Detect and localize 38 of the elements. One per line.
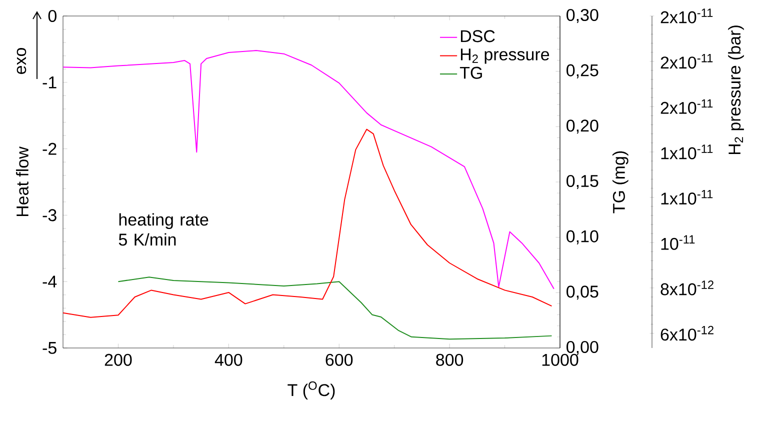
x-tick-label: 800 bbox=[436, 354, 464, 366]
y-tick-label: -5 bbox=[42, 342, 56, 354]
y3-tick-label: 1x10$^{-11}$ bbox=[661, 190, 713, 205]
y2-tick-label: 0,00 bbox=[566, 340, 598, 356]
x-axis-title: T ($^{O}$C) bbox=[288, 381, 335, 400]
x-tick-label: 400 bbox=[214, 354, 242, 366]
line-series bbox=[118, 276, 552, 340]
legend-label: H$_{2}$ pressure bbox=[460, 48, 550, 64]
y2-tick-label: 0,25 bbox=[566, 64, 598, 78]
y-tick-label: -2 bbox=[42, 142, 56, 155]
text: exo bbox=[16, 48, 26, 74]
x-tick-label: 600 bbox=[326, 354, 353, 366]
y3-tick-label: 2x10$^{-11}$ bbox=[660, 99, 713, 114]
x-tick-label: 200 bbox=[104, 354, 132, 366]
legend-label: DSC bbox=[460, 30, 495, 42]
y2-tick-label: 0,10 bbox=[566, 230, 598, 244]
y3-tick-label: 1x10$^{-11}$ bbox=[661, 144, 713, 160]
line-series bbox=[63, 128, 552, 318]
y3-tick-label: 8x10$^{-12}$ bbox=[660, 280, 714, 296]
y2-tick-label: 0,20 bbox=[566, 120, 598, 134]
y2-tick-label: 0,30 bbox=[566, 8, 598, 24]
y-tick-label: -1 bbox=[42, 76, 56, 88]
x-tick-label: 1000 bbox=[542, 354, 578, 366]
legend-label: TG bbox=[460, 66, 482, 79]
y2-tick-label: 0,05 bbox=[566, 286, 598, 300]
y3-axis-title: H$_{2}$ pressure (bar) bbox=[728, 26, 744, 154]
y3-tick-label: 2x10$^{-11}$ bbox=[660, 54, 713, 69]
y-tick-label: -3 bbox=[42, 209, 56, 222]
y3-tick-label: 2x10$^{-11}$ bbox=[660, 8, 713, 24]
y2-axis-title: TG (mg) bbox=[612, 151, 628, 214]
y3-tick-label: 6x10$^{-12}$ bbox=[660, 326, 714, 341]
y-tick-label: 0 bbox=[48, 10, 56, 22]
annotation: heating rate 5 K/min bbox=[118, 213, 208, 246]
y2-tick-label: 0,15 bbox=[566, 174, 598, 190]
y-tick-label: -4 bbox=[42, 276, 57, 288]
line-series bbox=[63, 50, 554, 290]
y3-tick-label: 10$^{-11}$ bbox=[661, 235, 695, 250]
y-axis-title: Heat flow bbox=[16, 146, 28, 216]
